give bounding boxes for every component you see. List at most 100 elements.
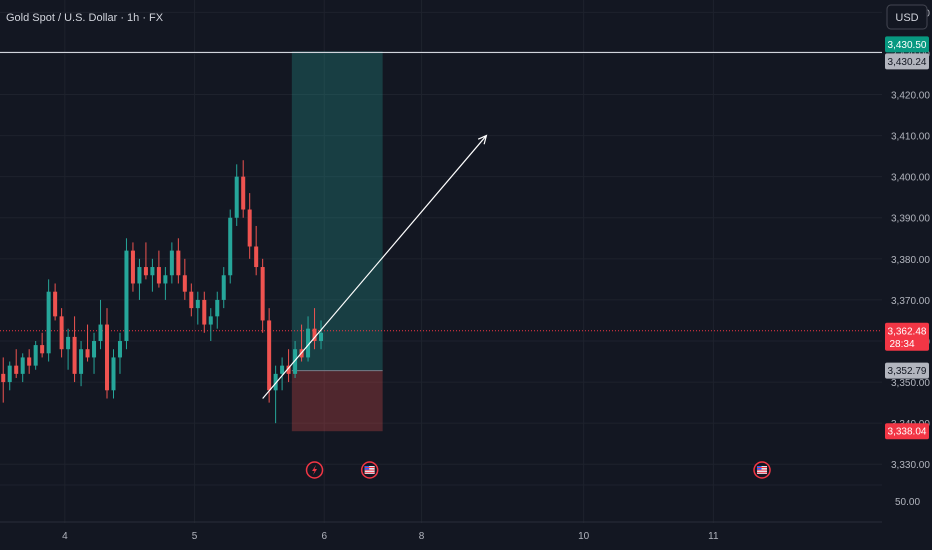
- candle: [280, 357, 285, 391]
- lightning-icon[interactable]: [305, 461, 324, 479]
- stop-zone[interactable]: [291, 370, 383, 432]
- price-tag: 3,352.79: [885, 362, 929, 379]
- candle-body: [92, 340, 97, 358]
- flag-stripe: [757, 467, 768, 468]
- candle: [98, 299, 103, 350]
- candle: [208, 308, 213, 341]
- candle: [33, 340, 38, 370]
- price-tag-label: 3,338.04: [888, 427, 927, 438]
- y-tick-label: 3,400.00: [891, 173, 930, 184]
- candle-body: [267, 320, 272, 391]
- y-tick-label: 3,390.00: [891, 214, 930, 225]
- candle: [202, 291, 207, 333]
- candle: [27, 349, 32, 374]
- candle: [195, 291, 200, 325]
- candle-body: [33, 345, 38, 366]
- candle-body: [254, 246, 259, 268]
- y-tick-label: 3,380.00: [891, 255, 930, 266]
- candle: [59, 308, 64, 358]
- price-tag-label: 3,430.50: [888, 40, 927, 51]
- candle-body: [1, 373, 6, 383]
- candle-body: [150, 267, 155, 276]
- trend-arrow[interactable]: [262, 134, 488, 399]
- candle: [150, 258, 155, 292]
- candle-body: [189, 291, 194, 309]
- price-tag-label: 3,430.24: [888, 57, 927, 68]
- candle: [228, 209, 233, 284]
- candle: [247, 193, 252, 259]
- candle-body: [182, 275, 187, 292]
- arrow-head[interactable]: [477, 134, 488, 145]
- candle: [254, 225, 259, 276]
- flag-stripe: [364, 472, 375, 474]
- x-tick-label: 5: [192, 531, 198, 542]
- candle: [163, 267, 168, 300]
- y-tick-label: 3,410.00: [891, 132, 930, 143]
- profit-zone[interactable]: [291, 51, 383, 371]
- candle: [104, 308, 110, 399]
- flag-stripe: [364, 467, 375, 468]
- price-tag-bg: [885, 53, 929, 70]
- candle: [46, 279, 51, 362]
- y-tick-label: 3,370.00: [891, 296, 930, 307]
- candle-body: [72, 336, 77, 374]
- candle-body: [273, 373, 278, 391]
- candle: [14, 349, 19, 378]
- horizontal-lines[interactable]: [0, 51, 882, 332]
- price-tag: 3,430.50: [885, 36, 929, 53]
- candle-body: [228, 217, 233, 276]
- candle-body: [260, 267, 265, 321]
- candle: [7, 361, 12, 391]
- us-flag-icon[interactable]: [360, 461, 379, 479]
- y-tick-label: 50.00: [895, 497, 920, 508]
- time-axis[interactable]: 4 5 6 8 10 11: [0, 521, 882, 542]
- candle-body: [312, 328, 317, 341]
- currency-button[interactable]: USD: [886, 4, 928, 30]
- price-axis[interactable]: [882, 0, 932, 550]
- candle-body: [104, 324, 110, 391]
- candle: [169, 242, 174, 284]
- candle-body: [293, 349, 298, 374]
- flag-stripe: [364, 469, 375, 471]
- candles: [1, 160, 324, 424]
- candle: [189, 283, 194, 317]
- y-tick-label: 3,350.00: [891, 378, 930, 389]
- candle-body: [241, 176, 246, 210]
- us-flag-icon[interactable]: [753, 461, 771, 479]
- event-markers[interactable]: [305, 461, 771, 479]
- price-tags: 3,430.503,430.243,362.4828:343,352.793,3…: [885, 36, 929, 440]
- candle-body: [59, 316, 64, 350]
- candle: [137, 258, 142, 300]
- y-tick-label: 3,420.00: [891, 90, 930, 101]
- candle: [130, 242, 135, 292]
- chart-title: Gold Spot / U.S. Dollar · 1h · FX: [6, 12, 164, 24]
- y-tick-label: 3,330.00: [891, 460, 930, 471]
- candle: [72, 316, 77, 383]
- x-tick-label: 10: [578, 531, 590, 542]
- currency-button-label: USD: [895, 12, 918, 24]
- candle: [79, 340, 84, 387]
- candle: [215, 291, 220, 329]
- candle: [117, 332, 122, 374]
- candle-body: [215, 299, 220, 317]
- x-tick-label: 4: [62, 531, 68, 542]
- candle-body: [79, 349, 84, 374]
- candle: [85, 324, 90, 362]
- arrow-line[interactable]: [262, 135, 487, 399]
- flag-stripe: [757, 472, 768, 474]
- x-tick-label: 11: [708, 531, 719, 542]
- candle: [182, 258, 187, 300]
- price-tag: 3,430.24: [885, 53, 929, 70]
- candle: [143, 242, 148, 280]
- candle-body: [14, 365, 19, 374]
- candle: [20, 353, 25, 383]
- candle: [40, 332, 45, 358]
- candle-body: [117, 340, 122, 358]
- position-zones[interactable]: [291, 51, 383, 432]
- candle: [260, 258, 265, 333]
- price-tag-bg: [885, 36, 929, 53]
- candle: [234, 164, 239, 226]
- candle-body: [169, 250, 174, 276]
